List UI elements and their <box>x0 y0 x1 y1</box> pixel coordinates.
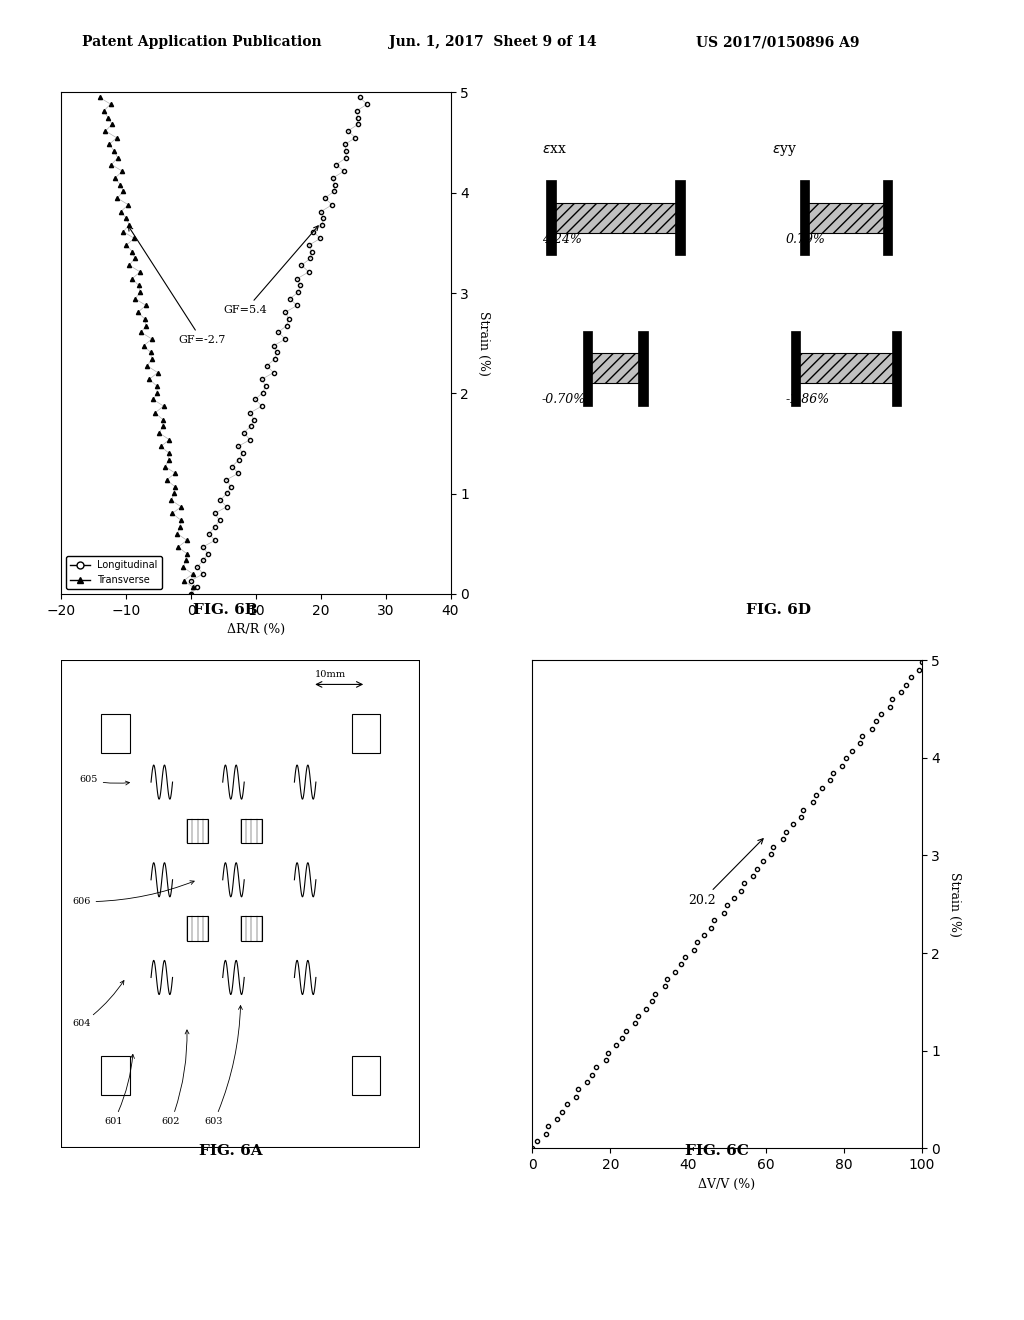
Bar <box>100 1056 129 1094</box>
Bar <box>883 180 892 255</box>
Bar <box>186 818 209 843</box>
Bar <box>100 714 129 752</box>
Text: -1.86%: -1.86% <box>786 393 830 407</box>
Text: 603: 603 <box>205 1006 243 1126</box>
Text: 606: 606 <box>72 880 195 907</box>
Text: 604: 604 <box>72 981 124 1028</box>
Text: GF=5.4: GF=5.4 <box>223 226 318 315</box>
Text: FIG. 6B: FIG. 6B <box>193 603 258 616</box>
Text: Jun. 1, 2017  Sheet 9 of 14: Jun. 1, 2017 Sheet 9 of 14 <box>389 36 597 49</box>
Text: -0.70%: -0.70% <box>542 393 586 407</box>
Text: 605: 605 <box>80 775 129 785</box>
Text: 601: 601 <box>104 1055 134 1126</box>
Text: FIG. 6C: FIG. 6C <box>685 1144 749 1158</box>
Text: $\varepsilon$xx: $\varepsilon$xx <box>542 141 566 156</box>
Bar <box>795 354 897 383</box>
Text: FIG. 6D: FIG. 6D <box>745 603 811 616</box>
Bar <box>639 330 647 405</box>
Bar <box>547 180 555 255</box>
Text: GF=-2.7: GF=-2.7 <box>128 226 225 346</box>
Legend: Longitudinal, Transverse: Longitudinal, Transverse <box>67 557 162 589</box>
Bar <box>800 180 809 255</box>
Y-axis label: Strain (%): Strain (%) <box>477 310 490 376</box>
Text: 10mm: 10mm <box>314 671 346 678</box>
Bar <box>352 714 381 752</box>
X-axis label: ΔV/V (%): ΔV/V (%) <box>698 1177 756 1191</box>
Text: $\varepsilon$yy: $\varepsilon$yy <box>772 143 798 157</box>
Bar <box>791 330 800 405</box>
Text: 20.2: 20.2 <box>688 838 763 907</box>
Bar <box>352 1056 381 1094</box>
Bar <box>892 330 901 405</box>
Bar <box>588 354 643 383</box>
Text: US 2017/0150896 A9: US 2017/0150896 A9 <box>696 36 860 49</box>
Text: Patent Application Publication: Patent Application Publication <box>82 36 322 49</box>
Bar <box>186 916 209 941</box>
Text: 4.24%: 4.24% <box>542 232 582 246</box>
Text: 602: 602 <box>162 1030 189 1126</box>
Bar <box>551 203 680 232</box>
Bar <box>241 818 262 843</box>
Y-axis label: Strain (%): Strain (%) <box>948 871 962 937</box>
Bar <box>584 330 592 405</box>
Bar <box>676 180 684 255</box>
Text: FIG. 6A: FIG. 6A <box>199 1144 262 1158</box>
Bar <box>805 203 887 232</box>
Text: 0.79%: 0.79% <box>786 232 825 246</box>
Bar <box>241 916 262 941</box>
X-axis label: ΔR/R (%): ΔR/R (%) <box>227 623 285 636</box>
